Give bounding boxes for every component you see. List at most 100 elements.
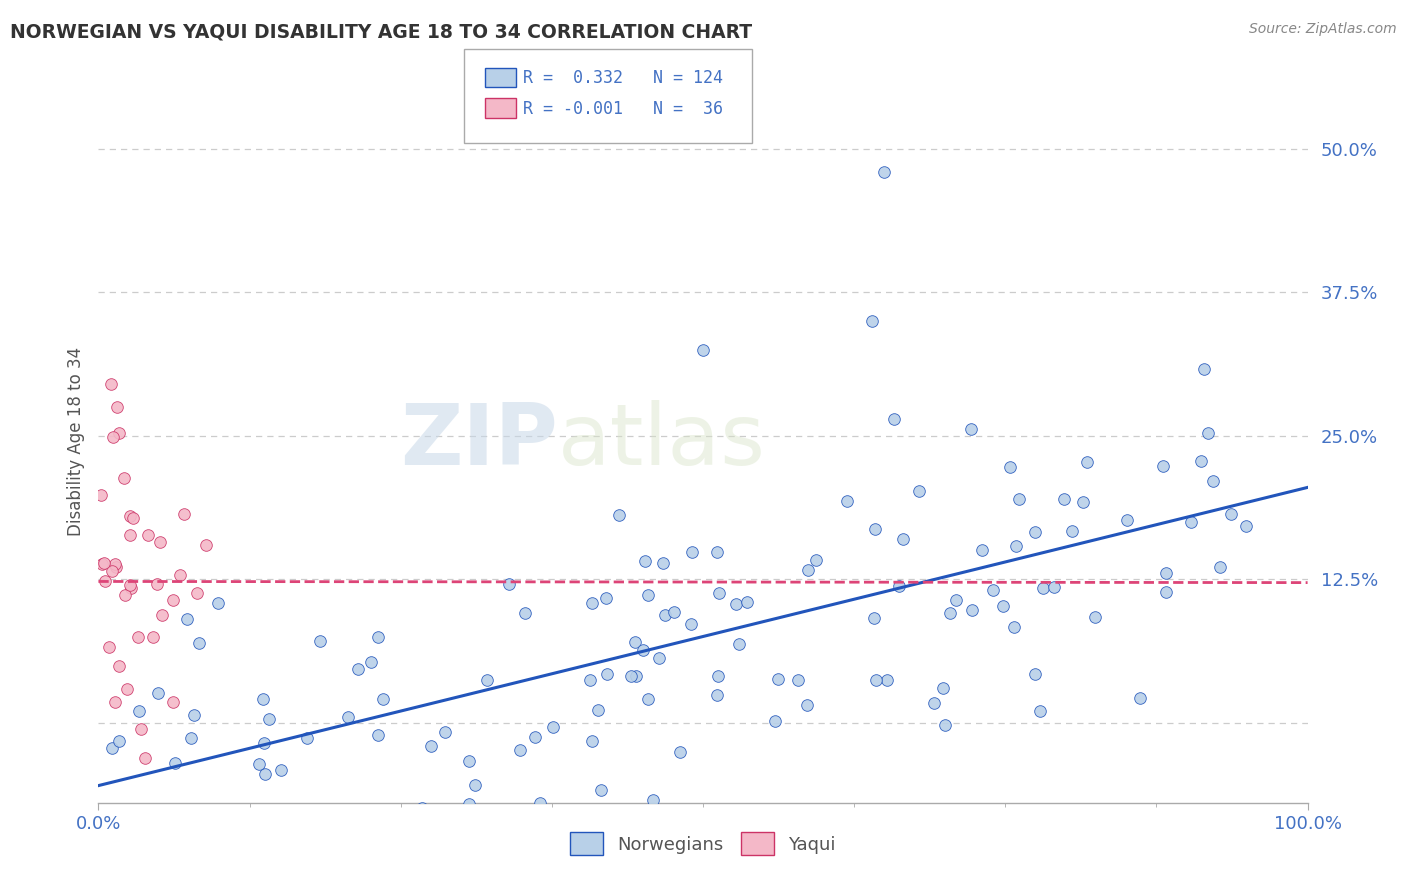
Point — [373, 692, 395, 706]
Point — [596, 667, 619, 681]
Point — [107, 734, 129, 748]
Point — [457, 797, 479, 811]
Point — [679, 617, 702, 632]
Point — [865, 673, 887, 687]
Point — [101, 564, 124, 578]
Point — [367, 728, 389, 742]
Point — [120, 582, 142, 596]
Point — [654, 608, 676, 623]
Point — [876, 673, 898, 687]
Point — [449, 843, 471, 857]
Point — [186, 586, 208, 600]
Point — [270, 764, 292, 778]
Point — [981, 582, 1004, 597]
Point — [1084, 610, 1107, 624]
Point — [253, 736, 276, 750]
Point — [1116, 513, 1139, 527]
Y-axis label: Disability Age 18 to 34: Disability Age 18 to 34 — [66, 347, 84, 536]
Point — [883, 412, 905, 426]
Point — [162, 593, 184, 607]
Point — [420, 835, 443, 849]
Point — [97, 640, 120, 655]
Point — [297, 731, 319, 746]
Point — [367, 630, 389, 644]
Point — [1024, 666, 1046, 681]
Point — [787, 673, 810, 688]
Point — [1192, 362, 1215, 376]
Text: NORWEGIAN VS YAQUI DISABILITY AGE 18 TO 34 CORRELATION CHART: NORWEGIAN VS YAQUI DISABILITY AGE 18 TO … — [10, 22, 752, 41]
Point — [692, 343, 714, 357]
Point — [1208, 559, 1230, 574]
Point — [907, 484, 929, 499]
Point — [804, 552, 827, 566]
Point — [103, 430, 125, 444]
Point — [509, 742, 531, 756]
Point — [991, 599, 1014, 614]
Point — [1043, 580, 1066, 594]
Point — [254, 767, 277, 781]
Point — [176, 612, 198, 626]
Point — [529, 797, 551, 811]
Point — [259, 712, 281, 726]
Text: atlas: atlas — [558, 400, 766, 483]
Point — [160, 848, 183, 863]
Legend: Norwegians, Yaqui: Norwegians, Yaqui — [562, 825, 844, 863]
Point — [624, 635, 647, 649]
Point — [120, 508, 142, 523]
Point — [541, 720, 564, 734]
Point — [93, 574, 115, 588]
Point — [863, 522, 886, 536]
Point — [180, 731, 202, 745]
Point — [643, 793, 665, 807]
Point — [669, 746, 692, 760]
Point — [252, 691, 274, 706]
Point — [142, 630, 165, 644]
Point — [735, 595, 758, 609]
Point — [581, 733, 603, 747]
Point — [707, 586, 730, 600]
Point — [637, 692, 659, 706]
Point — [498, 576, 520, 591]
Point — [1154, 566, 1177, 581]
Point — [1197, 426, 1219, 441]
Point — [188, 636, 211, 650]
Point — [624, 668, 647, 682]
Point — [115, 682, 138, 697]
Point — [458, 754, 481, 768]
Point — [589, 783, 612, 797]
Point — [524, 730, 547, 744]
Point — [194, 538, 217, 552]
Point — [707, 669, 730, 683]
Point — [873, 165, 896, 179]
Point — [531, 830, 554, 845]
Point — [433, 725, 456, 739]
Point — [579, 673, 602, 688]
Point — [90, 558, 112, 572]
Point — [1028, 704, 1050, 718]
Point — [1071, 495, 1094, 509]
Point — [247, 757, 270, 772]
Point — [1032, 581, 1054, 595]
Point — [1002, 619, 1025, 633]
Point — [107, 425, 129, 440]
Point — [588, 703, 610, 717]
Point — [648, 651, 671, 665]
Point — [169, 568, 191, 582]
Point — [104, 695, 127, 709]
Point — [998, 459, 1021, 474]
Point — [120, 528, 142, 542]
Point — [101, 741, 124, 756]
Point — [681, 545, 703, 559]
Point — [934, 718, 956, 732]
Point — [724, 597, 747, 611]
Point — [90, 488, 112, 502]
Text: R =  0.332   N = 124: R = 0.332 N = 124 — [523, 70, 723, 87]
Point — [1202, 474, 1225, 488]
Point — [122, 511, 145, 525]
Point — [105, 400, 128, 414]
Point — [637, 588, 659, 602]
Point — [891, 532, 914, 546]
Point — [766, 672, 789, 686]
Point — [360, 655, 382, 669]
Point — [513, 607, 536, 621]
